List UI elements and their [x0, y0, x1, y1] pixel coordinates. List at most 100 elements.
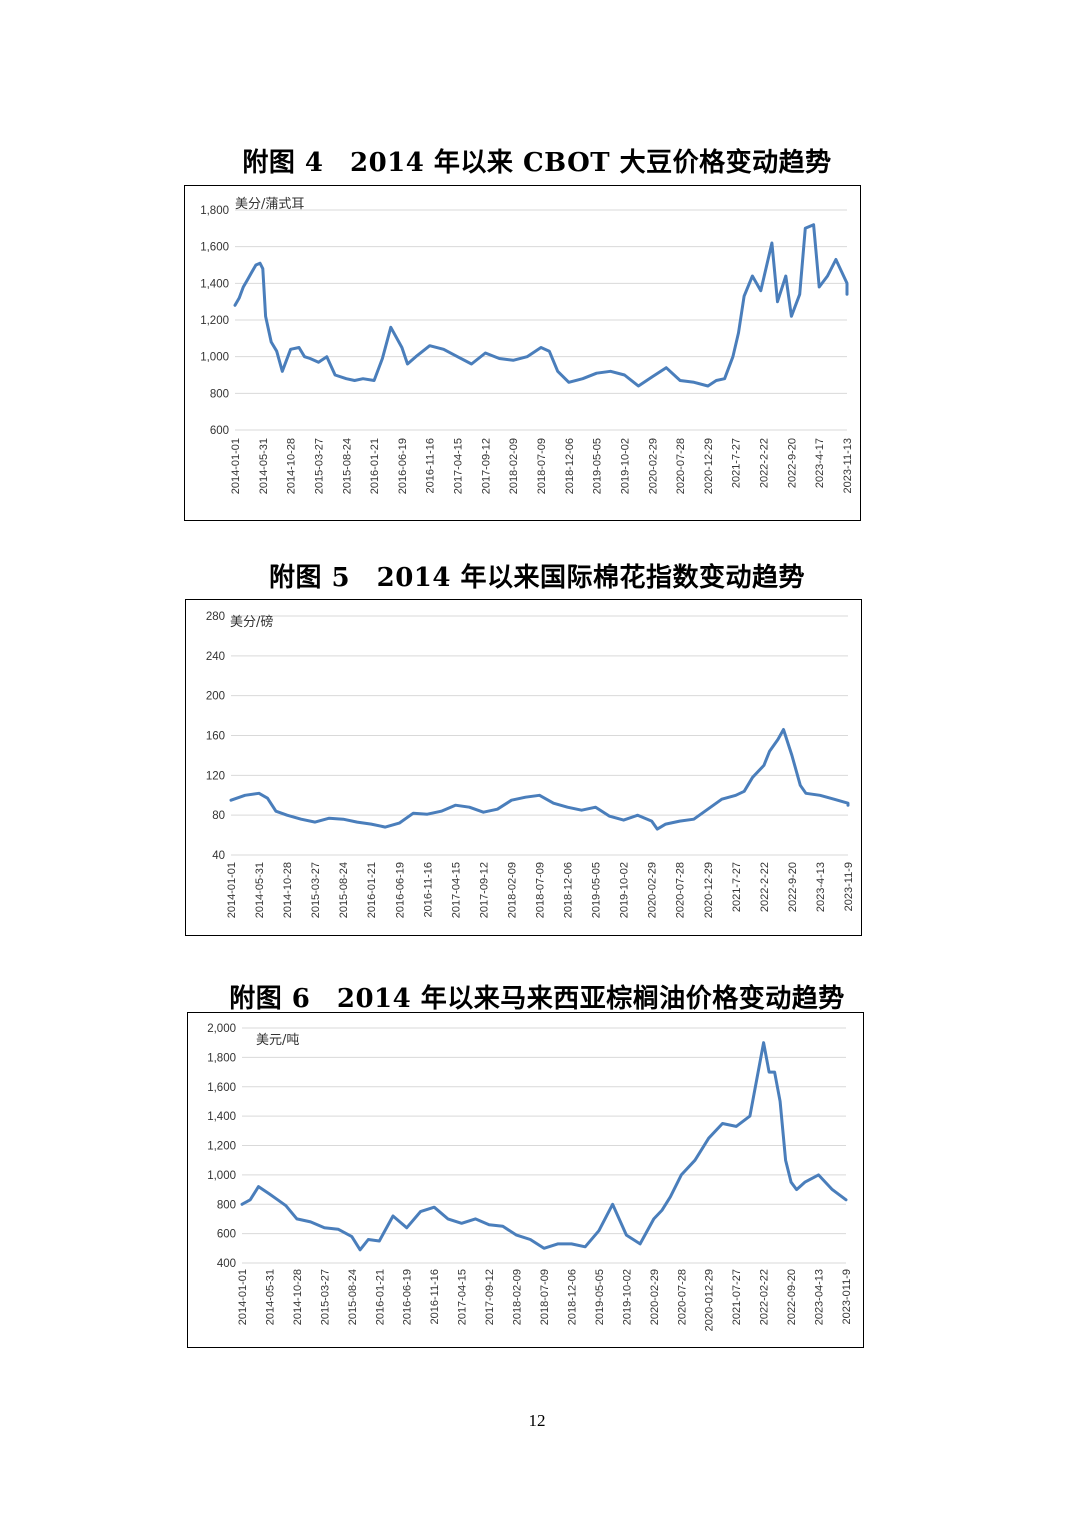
y-tick-label: 1,200	[200, 315, 229, 327]
x-tick-label: 2016-06-19	[394, 862, 406, 918]
x-tick-label: 2019-05-05	[594, 1269, 606, 1325]
x-tick-label: 2014-05-31	[258, 438, 270, 494]
y-tick-label: 160	[206, 731, 225, 743]
x-tick-label: 2019-05-05	[591, 862, 603, 918]
y-tick-label: 40	[212, 850, 225, 862]
x-tick-label: 2023-04-13	[814, 1269, 826, 1325]
cotton-index-chart: 40 80 120 160 200 240 280 美分/磅 2014-01-01 2014-05…	[206, 611, 855, 918]
x-tick-label: 2022-2-22	[759, 862, 771, 912]
series-line	[229, 728, 850, 831]
page-number: 12	[528, 1411, 546, 1430]
chart-frame-cotton: 40 80 120 160 200 240 280 美分/磅 2014-01-01 2014-05…	[185, 599, 862, 936]
x-tick-label: 2015-08-24	[347, 1269, 359, 1325]
y-tick-label: 120	[206, 770, 225, 782]
x-tick-label: 2018-12-06	[563, 862, 575, 918]
y-tick-label: 200	[206, 691, 225, 703]
x-tick-label: 2014-01-01	[237, 1269, 249, 1325]
x-tick-label: 2023-11-9	[843, 862, 855, 911]
x-tick-label: 2015-03-27	[313, 438, 325, 494]
x-tick-label: 2019-10-02	[619, 438, 631, 494]
x-tick-label: 2016-01-21	[369, 438, 381, 494]
x-tick-label: 2022-9-20	[786, 438, 798, 488]
y-tick-label: 1,000	[207, 1170, 236, 1182]
x-tick-label: 2016-06-19	[397, 438, 409, 494]
y-tick-label: 800	[217, 1199, 236, 1211]
x-tick-label: 2014-10-28	[286, 438, 298, 494]
x-tick-label: 2019-10-02	[619, 862, 631, 918]
x-tick-label: 2018-12-06	[566, 1269, 578, 1325]
x-tick-label: 2022-9-20	[787, 862, 799, 912]
y-tick-label: 600	[217, 1229, 236, 1241]
x-tick-label: 2020-02-29	[647, 862, 659, 918]
y-tick-label: 600	[210, 425, 229, 437]
soybean-price-chart: 600 800 1,000 1,200 1,400 1,600 1,800 美分/蒲式耳 201…	[200, 197, 854, 494]
y-tick-label: 1,000	[200, 352, 229, 364]
x-tick-label: 2017-04-15	[453, 438, 465, 494]
x-tick-label: 2019-05-05	[592, 438, 604, 494]
x-tick-label: 2016-01-21	[366, 862, 378, 918]
x-tick-label: 2014-01-01	[230, 438, 242, 494]
x-tick-label: 2016-11-16	[429, 1269, 441, 1324]
x-tick-label: 2017-09-12	[480, 438, 492, 494]
x-tick-label: 2017-09-12	[484, 1269, 496, 1325]
x-tick-label: 2020-012-29	[704, 1269, 716, 1331]
series-line	[240, 1041, 848, 1252]
y-tick-label: 1,400	[200, 278, 229, 290]
x-tick-label: 2014-10-28	[292, 1269, 304, 1325]
x-tick-label: 2020-02-29	[647, 438, 659, 494]
x-tick-label: 2021-7-27	[731, 438, 743, 488]
x-tick-label: 2023-11-13	[842, 438, 854, 493]
x-tick-label: 2020-02-29	[649, 1269, 661, 1325]
chart-frame-soybean: 600 800 1,000 1,200 1,400 1,600 1,800 美分/蒲式耳 201…	[184, 185, 861, 521]
chart-title-cotton: 附图 5 2014 年以来国际棉花指数变动趋势	[268, 563, 806, 593]
y-tick-label: 240	[206, 651, 225, 663]
y-tick-label: 800	[210, 388, 229, 400]
x-tick-label: 2015-03-27	[319, 1269, 331, 1325]
palm-oil-price-chart: 400 600 800 1,000 1,200 1,400 1,600 1,800 2,000 美…	[207, 1023, 853, 1331]
x-tick-label: 2020-12-29	[703, 862, 715, 918]
x-tick-label: 2020-07-28	[675, 438, 687, 494]
unit-label: 美分/磅	[230, 614, 273, 630]
x-tick-label: 2018-02-09	[508, 438, 520, 494]
y-tick-label: 80	[212, 810, 225, 822]
y-tick-label: 1,800	[207, 1052, 236, 1064]
x-tick-label: 2014-05-31	[264, 1269, 276, 1325]
x-tick-label: 2014-01-01	[226, 862, 238, 918]
y-tick-label: 1,600	[200, 242, 229, 254]
unit-label: 美分/蒲式耳	[235, 197, 304, 212]
y-tick-label: 1,600	[207, 1082, 236, 1094]
y-tick-label: 2,000	[207, 1023, 236, 1035]
x-tick-label: 2022-02-22	[759, 1269, 771, 1325]
x-tick-label: 2020-07-28	[676, 1269, 688, 1325]
x-tick-label: 2018-02-09	[512, 1269, 524, 1325]
chart-frame-palm-oil: 400 600 800 1,000 1,200 1,400 1,600 1,800 2,000 美…	[187, 1012, 864, 1348]
x-tick-label: 2015-03-27	[310, 862, 322, 918]
x-tick-label: 2023-011-9	[841, 1269, 853, 1324]
chart-title-soybean: 附图 4 2014 年以来 CBOT 大豆价格变动趋势	[242, 148, 832, 178]
x-tick-label: 2014-10-28	[282, 862, 294, 918]
x-tick-label: 2020-12-29	[703, 438, 715, 494]
x-tick-label: 2016-01-21	[374, 1269, 386, 1325]
x-tick-label: 2021-07-27	[731, 1269, 743, 1325]
x-tick-label: 2022-2-22	[759, 438, 771, 488]
y-tick-label: 1,200	[207, 1141, 236, 1153]
x-tick-label: 2021-7-27	[731, 862, 743, 912]
x-tick-label: 2017-09-12	[478, 862, 490, 918]
x-tick-label: 2018-02-09	[506, 862, 518, 918]
y-tick-label: 400	[217, 1258, 236, 1270]
unit-label: 美元/吨	[256, 1033, 299, 1048]
x-tick-label: 2015-08-24	[338, 862, 350, 918]
x-tick-label: 2018-07-09	[539, 1269, 551, 1325]
series-line	[233, 223, 849, 388]
x-tick-label: 2016-11-16	[425, 438, 437, 493]
y-tick-label: 1,800	[200, 205, 229, 217]
chart-title-palm-oil: 附图 6 2014 年以来马来西亚棕榈油价格变动趋势	[229, 984, 845, 1014]
x-tick-label: 2022-09-20	[786, 1269, 798, 1325]
x-tick-label: 2014-05-31	[254, 862, 266, 918]
x-tick-label: 2019-10-02	[621, 1269, 633, 1325]
x-tick-label: 2023-4-13	[815, 862, 827, 912]
x-tick-label: 2017-04-15	[457, 1269, 469, 1325]
y-tick-label: 280	[206, 611, 225, 623]
x-tick-label: 2018-07-09	[536, 438, 548, 494]
x-tick-label: 2018-12-06	[564, 438, 576, 494]
